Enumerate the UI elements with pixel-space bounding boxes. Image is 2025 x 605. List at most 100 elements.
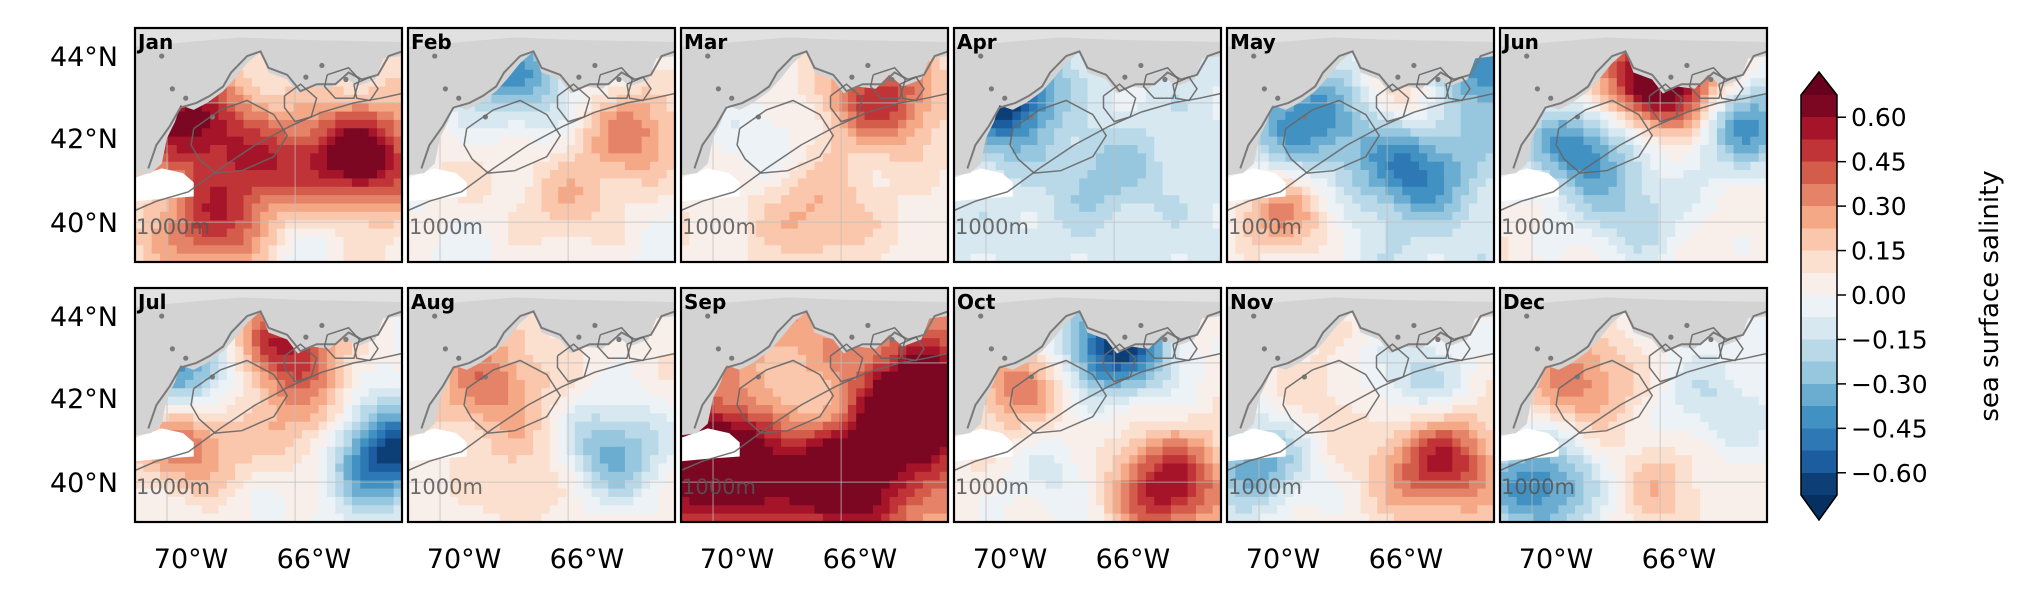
coastline bbox=[420, 310, 675, 429]
land-area bbox=[681, 288, 948, 436]
month-label: Jul bbox=[136, 290, 167, 314]
isobath-3 bbox=[1375, 83, 1410, 123]
isobath-label: 1000m bbox=[682, 475, 756, 499]
coastline bbox=[966, 50, 1221, 169]
lon-tick-label: 70°W bbox=[1519, 544, 1594, 575]
panel-oct: 1000m Oct bbox=[952, 286, 1223, 524]
lat-tick-label: 44°N bbox=[50, 302, 118, 333]
isobath-label: 1000m bbox=[682, 215, 756, 239]
lon-tick-label: 70°W bbox=[973, 544, 1048, 575]
isobath-3 bbox=[1648, 343, 1683, 383]
isobath-3 bbox=[829, 83, 864, 123]
month-label: Mar bbox=[684, 30, 727, 54]
lon-tick-label: 66°W bbox=[1642, 544, 1717, 575]
isobath-label: 1000m bbox=[1228, 215, 1302, 239]
isobath-5 bbox=[353, 76, 379, 102]
isobath-2 bbox=[1282, 359, 1381, 434]
colorbar-tick-label: −0.30 bbox=[1851, 370, 1928, 399]
month-label: Oct bbox=[957, 290, 996, 314]
panel-dec: 1000m Dec bbox=[1498, 286, 1769, 524]
land-area bbox=[1227, 288, 1494, 436]
colorbar-tick-label: 0.15 bbox=[1851, 237, 1907, 266]
panel-frame bbox=[952, 286, 1223, 524]
panel-may: 1000m May bbox=[1225, 26, 1496, 264]
month-label: Apr bbox=[957, 30, 997, 54]
panel-grid: 1000m Jan 1000m Feb 1000m Mar 1000m Apr 1000m May… bbox=[133, 26, 1769, 524]
lon-tick-label: 66°W bbox=[823, 544, 898, 575]
month-label: Jun bbox=[1501, 30, 1539, 54]
panel-frame bbox=[1498, 26, 1769, 264]
coastline bbox=[1512, 310, 1767, 429]
coastline bbox=[147, 310, 402, 429]
isobath-5 bbox=[626, 336, 652, 362]
coastline bbox=[1239, 50, 1494, 169]
isobath-3 bbox=[283, 343, 318, 383]
isobath-4 bbox=[1142, 326, 1180, 359]
land-area bbox=[135, 28, 402, 176]
isobath-5 bbox=[1172, 76, 1198, 102]
isobath-5 bbox=[626, 76, 652, 102]
isobath-label: 1000m bbox=[409, 475, 483, 499]
no-data-area bbox=[1227, 428, 1286, 462]
isobath-2 bbox=[1555, 99, 1654, 174]
isobath-4 bbox=[323, 66, 361, 99]
lat-tick-label: 42°N bbox=[50, 124, 118, 155]
isobath-label: 1000m bbox=[136, 475, 210, 499]
coastline bbox=[693, 50, 948, 169]
isobath-3 bbox=[1375, 343, 1410, 383]
coastline bbox=[693, 310, 948, 429]
isobath-2 bbox=[463, 359, 562, 434]
no-data-area bbox=[408, 428, 467, 462]
isobath-5 bbox=[1718, 336, 1744, 362]
lon-tick-label: 66°W bbox=[550, 544, 625, 575]
no-data-area bbox=[681, 168, 740, 202]
month-label: Dec bbox=[1503, 290, 1545, 314]
colorbar-tick-label: 0.30 bbox=[1851, 192, 1907, 221]
colorbar-tick-label: −0.15 bbox=[1851, 325, 1928, 354]
panel-frame bbox=[406, 286, 677, 524]
isobath-5 bbox=[1445, 336, 1471, 362]
panel-sep: 1000m Sep bbox=[679, 286, 950, 524]
colorbar-tick-label: 0.60 bbox=[1851, 103, 1907, 132]
isobath-3 bbox=[829, 343, 864, 383]
panel-frame bbox=[406, 26, 677, 264]
no-data-area bbox=[1500, 168, 1559, 202]
month-label: Aug bbox=[411, 290, 455, 314]
lat-tick-label: 42°N bbox=[50, 384, 118, 415]
panel-feb: 1000m Feb bbox=[406, 26, 677, 264]
isobath-5 bbox=[1445, 76, 1471, 102]
lon-tick-label: 70°W bbox=[1246, 544, 1321, 575]
panel-apr: 1000m Apr bbox=[952, 26, 1223, 264]
isobath-4 bbox=[1142, 66, 1180, 99]
isobath-5 bbox=[1172, 336, 1198, 362]
coastline bbox=[966, 310, 1221, 429]
panel-frame bbox=[133, 26, 404, 264]
panel-frame bbox=[679, 286, 950, 524]
land-area bbox=[1500, 28, 1767, 176]
no-data-area bbox=[1500, 428, 1559, 462]
land-area bbox=[954, 28, 1221, 176]
longitude-ticks: 70°W 66°W 70°W 66°W 70°W 66°W 70°W 66°W 70°W 66°W… bbox=[154, 544, 1716, 575]
coastline bbox=[147, 50, 402, 169]
lon-tick-label: 70°W bbox=[427, 544, 502, 575]
no-data-area bbox=[135, 168, 194, 202]
lon-tick-label: 66°W bbox=[277, 544, 352, 575]
isobath-label: 1000m bbox=[1501, 215, 1575, 239]
isobath-4 bbox=[596, 66, 634, 99]
month-label: Feb bbox=[411, 30, 452, 54]
month-label: Sep bbox=[684, 290, 726, 314]
isobath-4 bbox=[1415, 326, 1453, 359]
land-area bbox=[1227, 28, 1494, 176]
isobath-3 bbox=[283, 83, 318, 123]
panel-frame bbox=[952, 26, 1223, 264]
isobath-2 bbox=[463, 99, 562, 174]
isobath-5 bbox=[353, 336, 379, 362]
colorbar-tick-label: −0.45 bbox=[1851, 414, 1928, 443]
isobath-4 bbox=[596, 326, 634, 359]
coastline bbox=[1239, 310, 1494, 429]
isobath-2 bbox=[1009, 359, 1108, 434]
colorbar: 0.60 0.45 0.30 0.15 0.00 −0.15 −0.30 −0.45 −0.60… bbox=[1800, 70, 2005, 522]
panel-aug: 1000m Aug bbox=[406, 286, 677, 524]
month-label: Jan bbox=[136, 30, 173, 54]
isobath-2 bbox=[190, 99, 289, 174]
